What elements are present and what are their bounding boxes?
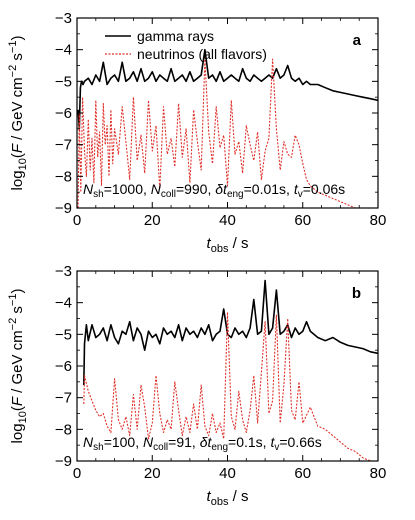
x-tick-label: 60 xyxy=(294,212,311,229)
y-axis-label: log10(F / GeV cm−2 s−1) xyxy=(7,36,29,191)
panel-letter: b xyxy=(352,285,361,302)
y-tick-label: −7 xyxy=(55,137,72,154)
y-tick-label: −6 xyxy=(55,358,72,375)
y-tick-label: −8 xyxy=(55,421,72,438)
series-line-neutrinos xyxy=(83,311,371,461)
x-tick-label: 40 xyxy=(219,212,236,229)
y-tick-label: −3 xyxy=(55,10,72,27)
legend-label-gamma-rays: gamma rays xyxy=(137,28,214,44)
y-tick-label: −6 xyxy=(55,105,72,122)
x-tick-label: 80 xyxy=(370,465,387,482)
parameter-annotation: Nsh=100, Ncoll=91, δteng=0.1s, tv=0.66s xyxy=(83,434,322,453)
series-line-gamma-rays xyxy=(77,48,378,130)
y-tick-label: −5 xyxy=(55,73,72,90)
legend-label-neutrinos: neutrinos (all flavors) xyxy=(137,46,267,62)
x-tick-label: 20 xyxy=(144,212,161,229)
panel-a: 0 20 40 60 80 −9 −8 −7 −6 −5 −4 −3 tobs / s log10(F /… xyxy=(7,10,386,255)
panel-b: 0 20 40 60 80 −9 −8 −7 −6 −5 −4 −3 tobs / s log10(F /… xyxy=(7,263,386,508)
x-tick-label: 0 xyxy=(73,465,81,482)
y-tick-label: −5 xyxy=(55,326,72,343)
x-tick-label: 40 xyxy=(219,465,236,482)
x-tick-label: 60 xyxy=(294,465,311,482)
series-line-gamma-rays xyxy=(83,279,378,386)
x-tick-label: 20 xyxy=(144,465,161,482)
y-tick-label: −4 xyxy=(55,42,72,59)
parameter-annotation: Nsh=1000, Ncoll=990, δteng=0.01s, tv=0.0… xyxy=(83,181,345,200)
x-axis-label: tobs / s xyxy=(207,235,249,255)
legend: gamma rays neutrinos (all flavors) xyxy=(105,28,267,62)
y-tick-label: −7 xyxy=(55,390,72,407)
plot-frame xyxy=(76,270,379,462)
y-tick-label: −8 xyxy=(55,168,72,185)
y-tick-label: −3 xyxy=(55,263,72,280)
series-line-neutrinos xyxy=(77,58,357,208)
y-tick-label: −4 xyxy=(55,295,72,312)
panel-letter: a xyxy=(353,32,362,49)
x-tick-label: 0 xyxy=(73,212,81,229)
y-tick-label: −9 xyxy=(55,453,72,470)
x-tick-label: 80 xyxy=(370,212,387,229)
y-tick-label: −9 xyxy=(55,200,72,217)
x-axis-label: tobs / s xyxy=(207,488,249,508)
y-axis-label: log10(F / GeV cm−2 s−1) xyxy=(7,289,29,444)
